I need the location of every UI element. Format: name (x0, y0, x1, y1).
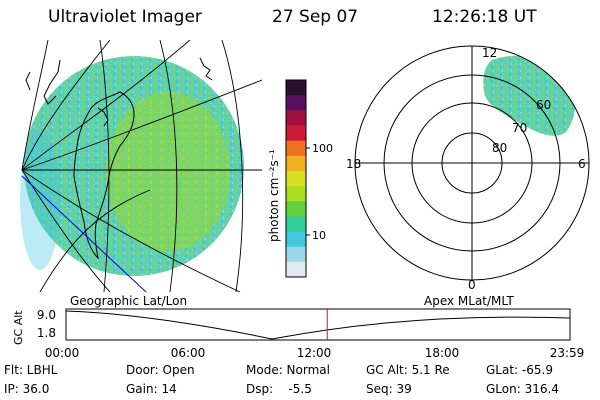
x-tick-0600: 06:00 (171, 346, 206, 360)
colorbar-segment (286, 95, 306, 111)
door-status: Door: Open (126, 363, 195, 377)
mlt-label-12: 12 (482, 46, 497, 60)
earth-projection-panel (20, 40, 262, 292)
altitude-curve (65, 310, 571, 340)
mlt-label-6: 6 (578, 157, 586, 171)
dsp-status: Dsp: -5.5 (246, 382, 312, 396)
glon-status: GLon: 316.4 (486, 382, 559, 396)
colorbar-segment (286, 201, 306, 217)
x-tick-1200: 12:00 (297, 346, 332, 360)
colorbar-segment (286, 261, 306, 278)
meridian-lines (21, 40, 262, 292)
instrument-title: Ultraviolet Imager (48, 7, 202, 27)
gain-status: Gain: 14 (126, 382, 177, 396)
gc-alt-status: GC Alt: 5.1 Re (366, 363, 450, 377)
colorbar-tick-100: 100 (312, 142, 333, 155)
colorbar-segment (286, 216, 306, 233)
y-axis-title: GC Alt (12, 310, 25, 345)
filter-status: Flt: LBHL (4, 363, 58, 377)
polar-mlt-plot (354, 45, 590, 281)
x-tick-0000: 00:00 (45, 346, 80, 360)
mlt-label-18: 18 (346, 157, 361, 171)
y-tick-max: 9.0 (37, 308, 56, 322)
y-tick-min: 1.8 (37, 326, 56, 340)
orbit-track (21, 175, 147, 292)
x-tick-2359: 23:59 (550, 346, 585, 360)
colorbar-segment (286, 246, 306, 263)
colorbar-segment (286, 186, 306, 202)
colorbar-segment (286, 155, 306, 172)
colorbar-unit-label: photon cm⁻²s⁻¹ (267, 149, 281, 242)
ip-status: IP: 36.0 (4, 382, 50, 396)
date-label: 27 Sep 07 (272, 7, 359, 27)
colorbar-segment (286, 140, 306, 157)
colorbar-segment (286, 231, 306, 248)
mlt-label-0: 0 (468, 278, 476, 292)
x-tick-1800: 18:00 (425, 346, 460, 360)
colorbar-segment (286, 80, 306, 96)
seq-status: Seq: 39 (366, 382, 412, 396)
altitude-timeline: Geographic Lat/Lon Apex MLat/MLT 9.0 1.8… (12, 294, 584, 360)
latitude-lines (21, 169, 262, 292)
coastline-outline (73, 91, 135, 260)
lat-label-70: 70 (512, 121, 527, 135)
timeline-left-label: Geographic Lat/Lon (70, 294, 187, 308)
auroral-emission-core (106, 92, 230, 252)
color-scale-bar (286, 80, 306, 278)
colorbar-tick-10: 10 (312, 229, 326, 242)
colorbar-segment (286, 170, 306, 187)
glat-status: GLat: -65.9 (486, 363, 553, 377)
mode-status: Mode: Normal (246, 363, 330, 377)
colorbar-segment (286, 125, 306, 142)
time-label: 12:26:18 UT (432, 7, 537, 27)
timeline-right-label: Apex MLat/MLT (424, 294, 514, 308)
colorbar-segment (286, 110, 306, 126)
lat-label-80: 80 (492, 141, 507, 155)
lat-label-60: 60 (536, 98, 551, 112)
